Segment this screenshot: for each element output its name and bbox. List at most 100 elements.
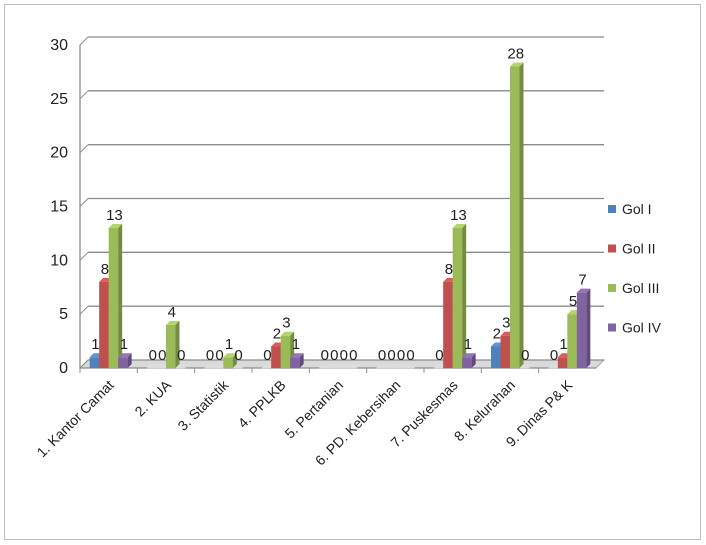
- data-label: 1: [225, 336, 233, 353]
- bar: [491, 346, 501, 368]
- bar: [176, 368, 186, 369]
- bar: [577, 293, 587, 368]
- y-tick-label: 25: [50, 91, 68, 108]
- bar-side: [520, 63, 524, 368]
- x-tick-label: 4. PPLKB: [235, 377, 289, 431]
- data-label: 0: [349, 347, 357, 364]
- bar: [501, 336, 511, 368]
- data-label: 7: [578, 272, 586, 289]
- bar: [319, 368, 329, 369]
- bar: [223, 357, 233, 368]
- bar: [109, 228, 119, 368]
- y-tick-label: 30: [50, 37, 68, 54]
- legend-swatch: [608, 205, 616, 213]
- bar: [204, 368, 214, 369]
- legend-swatch: [608, 284, 616, 292]
- data-label: 0: [435, 347, 443, 364]
- bar: [233, 368, 243, 369]
- y-tick-label: 5: [59, 306, 68, 323]
- data-label: 0: [521, 347, 529, 364]
- bar: [262, 368, 272, 369]
- data-label: 0: [397, 347, 405, 364]
- bar: [99, 282, 109, 368]
- data-label: 0: [215, 347, 223, 364]
- bar: [214, 368, 224, 369]
- data-label: 3: [502, 315, 510, 332]
- data-label: 0: [550, 347, 558, 364]
- data-label: 0: [158, 347, 166, 364]
- bar: [90, 357, 100, 368]
- bar: [271, 346, 281, 368]
- data-label: 0: [149, 347, 157, 364]
- data-label: 13: [106, 207, 123, 224]
- gridline-depth: [80, 91, 88, 99]
- data-label: 0: [406, 347, 414, 364]
- data-label: 28: [507, 46, 524, 63]
- bar: [147, 368, 157, 369]
- y-tick-label: 20: [50, 145, 68, 162]
- bar: [453, 228, 463, 368]
- bar: [281, 336, 291, 368]
- legend-label: Gol I: [622, 201, 652, 217]
- data-label: 0: [321, 347, 329, 364]
- data-label: 1: [559, 336, 567, 353]
- bar: [395, 368, 405, 369]
- data-label: 3: [282, 315, 290, 332]
- data-label: 8: [101, 261, 109, 278]
- legend-label: Gol IV: [622, 320, 662, 336]
- legend-swatch: [608, 245, 616, 253]
- legend-label: Gol II: [622, 241, 655, 257]
- bar: [434, 368, 444, 369]
- data-label: 0: [387, 347, 395, 364]
- bar: [338, 368, 348, 369]
- data-label: 1: [292, 336, 300, 353]
- bar: [510, 67, 520, 368]
- data-label: 0: [378, 347, 386, 364]
- bar: [548, 368, 558, 369]
- data-label: 8: [445, 261, 453, 278]
- gridline-depth: [80, 37, 88, 45]
- y-tick-label: 0: [59, 360, 68, 377]
- y-tick-label: 10: [50, 252, 68, 269]
- data-label: 13: [450, 207, 467, 224]
- data-label: 0: [330, 347, 338, 364]
- gridline-depth: [80, 199, 88, 207]
- bar: [290, 357, 300, 368]
- bar: [443, 282, 453, 368]
- data-label: 0: [340, 347, 348, 364]
- bar: [329, 368, 339, 369]
- data-label: 1: [464, 336, 472, 353]
- y-tick-label: 15: [50, 199, 68, 216]
- data-label: 0: [234, 347, 242, 364]
- gridline-depth: [80, 252, 88, 260]
- data-label: 2: [273, 325, 281, 342]
- data-label: 0: [206, 347, 214, 364]
- data-label: 4: [168, 304, 176, 321]
- bar: [462, 357, 472, 368]
- bar: [520, 368, 530, 369]
- bar: [567, 314, 577, 368]
- x-tick-label: 1. Kantor Camat: [33, 377, 116, 460]
- bar: [157, 368, 167, 369]
- data-label: 5: [569, 293, 577, 310]
- gridline-depth: [80, 306, 88, 314]
- bar: [405, 368, 415, 369]
- legend-swatch: [608, 324, 616, 332]
- bar: [166, 325, 176, 368]
- bar: [118, 357, 128, 368]
- bar: [376, 368, 386, 369]
- bar: [386, 368, 396, 369]
- legend-label: Gol III: [622, 280, 659, 296]
- bar-side: [586, 289, 590, 368]
- data-label: 0: [263, 347, 271, 364]
- data-label: 1: [120, 336, 128, 353]
- data-label: 2: [493, 325, 501, 342]
- x-tick-label: 3. Statistik: [174, 376, 232, 434]
- bar: [558, 357, 568, 368]
- data-label: 1: [91, 336, 99, 353]
- data-label: 0: [177, 347, 185, 364]
- x-tick-label: 2. KUA: [131, 376, 174, 419]
- gridline-depth: [80, 145, 88, 153]
- bar: [348, 368, 358, 369]
